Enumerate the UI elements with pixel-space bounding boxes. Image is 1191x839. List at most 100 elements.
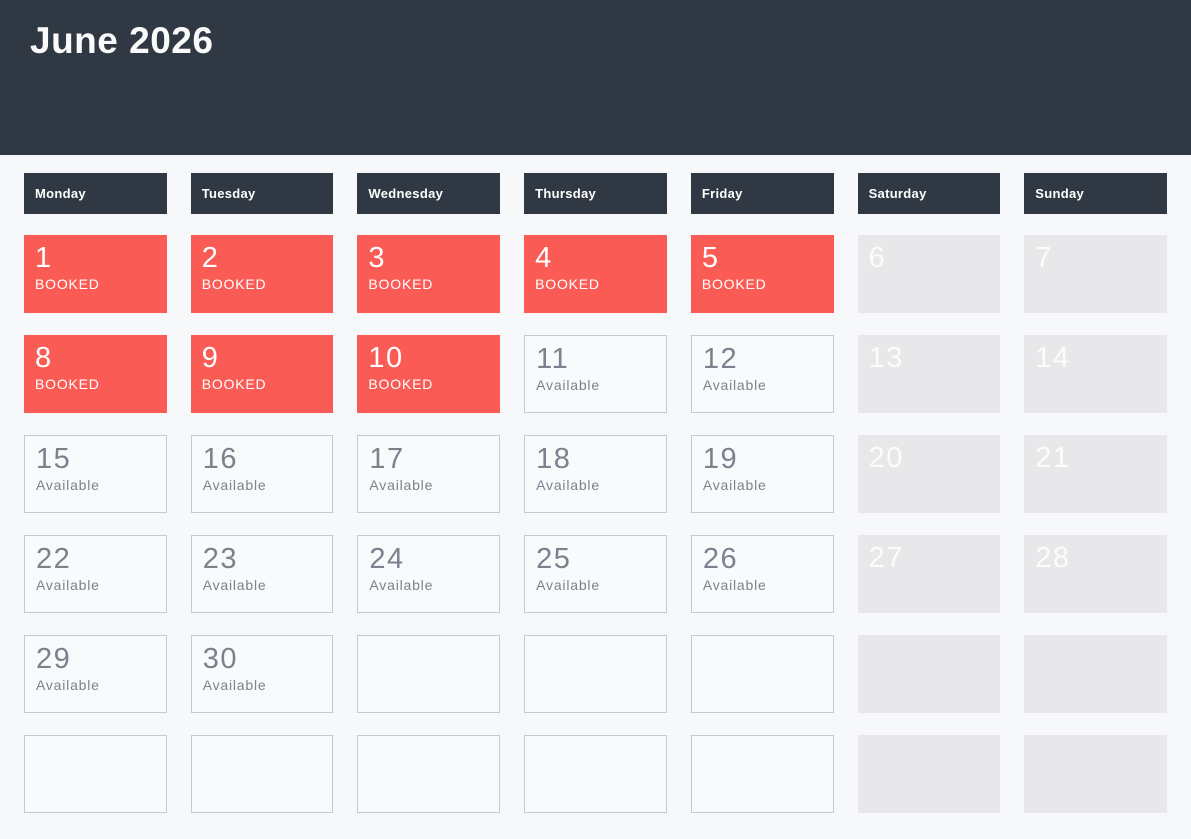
day-number: 17	[369, 443, 405, 475]
calendar-grid: 1 BOOKED 2 BOOKED 3 BOOKED 4 BOOKED 5 BOOKED 6 7 8 BO…	[24, 235, 1167, 813]
app-header: June 2026	[0, 0, 1191, 155]
calendar-cell-blank	[857, 635, 1001, 713]
day-number: 7	[1035, 242, 1053, 274]
status-label: BOOKED	[701, 276, 767, 293]
status-label: BOOKED	[535, 276, 600, 293]
day-number: 30	[202, 643, 238, 675]
day-number: 16	[202, 443, 238, 475]
calendar-cell-day-26[interactable]: 26 Available	[690, 535, 834, 613]
calendar-cell-day-23[interactable]: 23 Available	[190, 535, 334, 613]
day-number: 20	[868, 442, 904, 474]
weekday-header-monday: Monday	[24, 173, 167, 214]
day-number: 14	[1035, 342, 1071, 374]
weekday-header-sunday: Sunday	[1024, 173, 1167, 214]
calendar-cell-blank	[1024, 635, 1167, 713]
calendar-cell-day-3[interactable]: 3 BOOKED	[357, 235, 501, 313]
status-label: BOOKED	[368, 376, 434, 393]
weekday-header-thursday: Thursday	[524, 173, 667, 214]
status-label: Available	[702, 577, 767, 594]
calendar-cell-day-11[interactable]: 11 Available	[524, 335, 667, 413]
calendar-cell-day-6: 6	[857, 235, 1001, 313]
calendar-cell-blank	[357, 735, 501, 813]
status-label: Available	[202, 677, 267, 694]
day-number: 21	[1035, 442, 1071, 474]
calendar-cell-blank	[524, 635, 667, 713]
status-label: Available	[702, 377, 767, 394]
day-number: 3	[368, 242, 387, 274]
calendar-cell-day-16[interactable]: 16 Available	[190, 435, 334, 513]
status-label: BOOKED	[201, 276, 267, 293]
day-number: 11	[536, 343, 570, 375]
day-number: 6	[868, 242, 887, 274]
status-label: Available	[202, 477, 267, 494]
calendar-cell-day-20: 20	[857, 435, 1001, 513]
calendar-cell-day-7: 7	[1024, 235, 1167, 313]
calendar-cell-day-5[interactable]: 5 BOOKED	[690, 235, 834, 313]
calendar-cell-blank	[690, 635, 834, 713]
day-number: 4	[535, 242, 553, 274]
day-number: 27	[868, 542, 904, 574]
day-number: 8	[35, 342, 53, 374]
status-label: BOOKED	[35, 276, 100, 293]
calendar: Monday Tuesday Wednesday Thursday Friday Satu…	[0, 155, 1191, 813]
calendar-cell-day-29[interactable]: 29 Available	[24, 635, 167, 713]
calendar-cell-day-1[interactable]: 1 BOOKED	[24, 235, 167, 313]
calendar-cell-day-25[interactable]: 25 Available	[524, 535, 667, 613]
status-label: Available	[36, 577, 100, 594]
calendar-cell-day-30[interactable]: 30 Available	[190, 635, 334, 713]
day-number: 13	[868, 342, 904, 374]
calendar-cell-day-9[interactable]: 9 BOOKED	[190, 335, 334, 413]
calendar-cell-day-19[interactable]: 19 Available	[690, 435, 834, 513]
weekday-header-row: Monday Tuesday Wednesday Thursday Friday Satu…	[24, 173, 1167, 214]
weekday-header-tuesday: Tuesday	[190, 173, 334, 214]
day-number: 10	[368, 342, 404, 374]
day-number: 1	[35, 242, 53, 274]
calendar-cell-day-8[interactable]: 8 BOOKED	[24, 335, 167, 413]
calendar-cell-blank	[857, 735, 1001, 813]
calendar-cell-day-28: 28	[1024, 535, 1167, 613]
status-label: BOOKED	[201, 376, 267, 393]
status-label: Available	[702, 477, 767, 494]
calendar-cell-day-27: 27	[857, 535, 1001, 613]
calendar-cell-blank	[524, 735, 667, 813]
weekday-header-friday: Friday	[690, 173, 834, 214]
calendar-cell-blank	[24, 735, 167, 813]
day-number: 9	[201, 342, 220, 374]
status-label: Available	[36, 477, 100, 494]
day-number: 5	[701, 242, 720, 274]
calendar-cell-day-18[interactable]: 18 Available	[524, 435, 667, 513]
calendar-cell-blank	[1024, 735, 1167, 813]
calendar-cell-day-17[interactable]: 17 Available	[357, 435, 501, 513]
calendar-cell-day-22[interactable]: 22 Available	[24, 535, 167, 613]
calendar-cell-day-2[interactable]: 2 BOOKED	[190, 235, 334, 313]
calendar-cell-day-4[interactable]: 4 BOOKED	[524, 235, 667, 313]
day-number: 22	[36, 543, 72, 575]
status-label: Available	[202, 577, 267, 594]
day-number: 19	[702, 443, 739, 475]
status-label: Available	[536, 477, 600, 494]
day-number: 26	[702, 543, 739, 575]
calendar-cell-blank	[690, 735, 834, 813]
status-label: Available	[369, 477, 434, 494]
day-number: 29	[36, 643, 72, 675]
page-title: June 2026	[30, 20, 214, 61]
calendar-cell-day-13: 13	[857, 335, 1001, 413]
day-number: 23	[202, 543, 238, 575]
day-number: 18	[536, 443, 572, 475]
weekday-header-wednesday: Wednesday	[357, 173, 501, 214]
status-label: Available	[536, 577, 600, 594]
calendar-cell-blank	[357, 635, 501, 713]
calendar-cell-day-10[interactable]: 10 BOOKED	[357, 335, 501, 413]
day-number: 24	[369, 543, 405, 575]
day-number: 28	[1035, 542, 1071, 574]
calendar-cell-day-12[interactable]: 12 Available	[690, 335, 834, 413]
day-number: 2	[201, 242, 220, 274]
status-label: Available	[36, 677, 100, 694]
calendar-cell-day-15[interactable]: 15 Available	[24, 435, 167, 513]
calendar-cell-day-24[interactable]: 24 Available	[357, 535, 501, 613]
day-number: 12	[702, 343, 739, 375]
status-label: Available	[536, 377, 600, 394]
day-number: 25	[536, 543, 572, 575]
status-label: BOOKED	[35, 376, 100, 393]
day-number: 15	[36, 443, 72, 475]
